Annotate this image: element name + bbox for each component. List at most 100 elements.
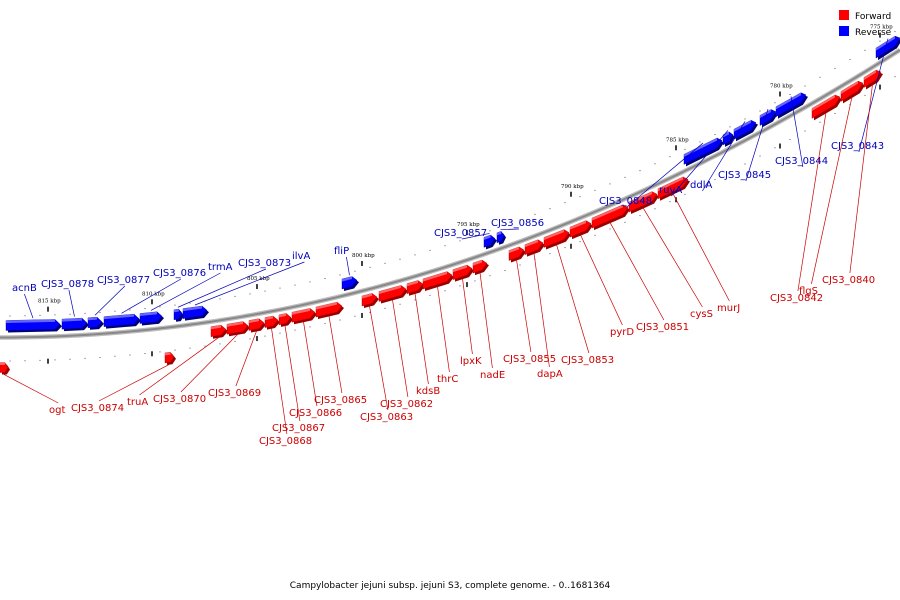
scale-tick-label: 775 kbp <box>870 25 893 31</box>
backbone-line <box>0 49 900 339</box>
gene-cjs3_0853[interactable] <box>543 229 571 250</box>
gene-cjs3_0851[interactable] <box>591 204 630 231</box>
gene-highlight <box>658 176 683 192</box>
gene-label-cjs3_0868[interactable]: CJS3_0868 <box>259 436 312 447</box>
gene-cjs3_0869[interactable] <box>248 318 266 333</box>
gene-label-nadE[interactable]: nadE <box>480 370 505 381</box>
gene-cjs3_0878[interactable] <box>61 317 89 332</box>
gene-label-cjs3_0867[interactable]: CJS3_0867 <box>272 423 325 434</box>
gene-flgS[interactable] <box>840 80 865 104</box>
gene-arrow <box>378 285 407 302</box>
gene-label-murJ[interactable]: murJ <box>717 303 740 314</box>
gene-cjs3_0840[interactable] <box>863 69 883 90</box>
backbone-shadow <box>0 48 900 340</box>
gene-cjs3_0865[interactable] <box>315 301 344 320</box>
gene-lpxK[interactable] <box>452 264 474 282</box>
gene-label-cjs3_0851[interactable]: CJS3_0851 <box>636 322 689 333</box>
gene-cjs3_0874[interactable] <box>164 351 176 365</box>
gene-highlight <box>342 276 352 282</box>
gene-label-cjs3_0866[interactable]: CJS3_0866 <box>289 408 342 419</box>
gene-cysS[interactable] <box>628 191 659 215</box>
gene-label-cjs3_0857[interactable]: CJS3_0857 <box>434 228 487 239</box>
gene-leader-line <box>479 272 493 369</box>
gene-leader-line <box>626 142 704 208</box>
gene-cjs3_0842[interactable] <box>811 94 842 121</box>
gene-cjs3_0863[interactable] <box>361 293 379 308</box>
gene-label-cjs3_0848[interactable]: CJS3_0848 <box>599 196 652 207</box>
gene-label-cjs3_0876[interactable]: CJS3_0876 <box>153 268 206 279</box>
gene-label-cjs3_0870[interactable]: CJS3_0870 <box>153 394 206 405</box>
gene-leader-line <box>533 253 550 368</box>
gene-leader-line <box>516 259 532 353</box>
gene-cjs3_0862[interactable] <box>378 285 408 304</box>
gene-label-cjs3_0869[interactable]: CJS3_0869 <box>208 388 261 399</box>
gene-label-ilvA[interactable]: ilvA <box>292 251 310 262</box>
gene-cjs3_0856[interactable] <box>496 231 506 245</box>
gene-label-acnB[interactable]: acnB <box>12 283 37 294</box>
gene-cjs3_0867[interactable] <box>278 313 293 327</box>
gene-highlight <box>876 36 895 51</box>
gene-cjs3_0857[interactable] <box>483 234 497 250</box>
gene-highlight <box>279 313 287 318</box>
gene-label-cjs3_0877[interactable]: CJS3_0877 <box>97 275 150 286</box>
gene-label-thrC[interactable]: thrC <box>437 374 458 385</box>
gene-label-cjs3_0862[interactable]: CJS3_0862 <box>380 399 433 410</box>
gene-leader-line <box>642 207 703 308</box>
gene-label-trmA[interactable]: trmA <box>208 262 233 273</box>
gene-label-flgS[interactable]: flgS <box>799 286 818 297</box>
gene-murJ[interactable] <box>657 176 690 201</box>
gene-cjs3_0873[interactable] <box>173 308 184 322</box>
gene-nadE[interactable] <box>472 259 489 276</box>
gene-label-cjs3_0865[interactable]: CJS3_0865 <box>314 395 367 406</box>
gene-label-cjs3_0873[interactable]: CJS3_0873 <box>238 258 291 269</box>
gene-label-cjs3_0855[interactable]: CJS3_0855 <box>503 354 556 365</box>
gene-leader-line <box>462 278 473 355</box>
gene-label-cjs3_0878[interactable]: CJS3_0878 <box>41 279 94 290</box>
gene-label-cjs3_0863[interactable]: CJS3_0863 <box>360 412 413 423</box>
gene-acnB[interactable] <box>5 319 62 333</box>
gene-label-cjs3_0845[interactable]: CJS3_0845 <box>718 170 771 181</box>
gene-label-cjs3_0843[interactable]: CJS3_0843 <box>831 141 884 152</box>
gene-pyrD[interactable] <box>569 220 593 240</box>
gene-highlight <box>473 260 482 266</box>
gene-highlight <box>407 280 418 287</box>
gene-fliP[interactable] <box>341 276 359 291</box>
gene-label-cysS[interactable]: cysS <box>690 309 713 320</box>
gene-label-fliP[interactable]: fliP <box>334 246 349 257</box>
gene-label-truA[interactable]: truA <box>127 397 148 408</box>
gene-label-dapA[interactable]: dapA <box>537 369 563 380</box>
gene-ogt[interactable] <box>0 362 10 375</box>
gene-label-cjs3_0840[interactable]: CJS3_0840 <box>822 275 875 286</box>
gene-cjs3_0877[interactable] <box>87 316 104 330</box>
gene-label-ruvA[interactable]: ruvA <box>659 185 682 196</box>
scale-tick-label: 800 kbp <box>352 253 375 259</box>
gene-trmA[interactable] <box>139 311 164 326</box>
gene-label-pyrD[interactable]: pyrD <box>610 327 634 338</box>
gene-kdsB[interactable] <box>406 280 425 296</box>
gene-cjs3_0868[interactable] <box>264 315 280 330</box>
gene-thrC[interactable] <box>422 271 454 291</box>
gene-highlight <box>211 325 221 330</box>
gene-label-cjs3_0844[interactable]: CJS3_0844 <box>775 156 828 167</box>
gene-cjs3_0870[interactable] <box>226 321 250 337</box>
gene-cjs3_0843[interactable] <box>875 35 900 61</box>
gene-cjs3_0855[interactable] <box>508 246 526 263</box>
gene-label-lpxK[interactable]: lpxK <box>460 356 482 367</box>
gene-cjs3_0866[interactable] <box>291 308 317 325</box>
gene-ilvA[interactable] <box>182 305 209 321</box>
gene-leader-line <box>790 96 804 168</box>
gene-label-cjs3_0856[interactable]: CJS3_0856 <box>491 218 544 229</box>
gene-cjs3_0876[interactable] <box>103 313 141 329</box>
gene-label-cjs3_0874[interactable]: CJS3_0874 <box>71 403 124 414</box>
gene-leader-line <box>414 293 429 385</box>
gene-leader-line <box>346 256 350 276</box>
gene-label-ddlA[interactable]: ddlA <box>690 180 712 191</box>
gene-label-cjs3_0853[interactable]: CJS3_0853 <box>561 355 614 366</box>
gene-truA[interactable] <box>210 324 228 339</box>
gene-dapA[interactable] <box>524 239 545 257</box>
gene-label-ogt[interactable]: ogt <box>49 405 65 416</box>
gene-label-cjs3_0842[interactable]: CJS3_0842 <box>770 293 823 304</box>
gene-ruvA[interactable] <box>722 131 735 147</box>
gene-label-kdsB[interactable]: kdsB <box>416 386 440 397</box>
gene-leader-line <box>194 261 305 306</box>
